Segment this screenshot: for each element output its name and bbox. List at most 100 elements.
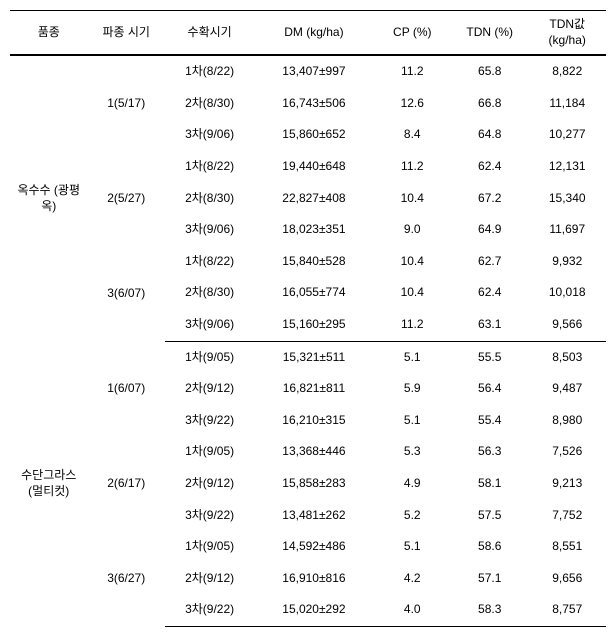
- cp-cell: 10.4: [374, 277, 451, 309]
- cp-cell: 5.1: [374, 341, 451, 373]
- tdn-cell: 65.8: [451, 55, 528, 88]
- table-row: 수단그라스 (멀티컷)1(6/07)1차(9/05)15,321±5115.15…: [10, 341, 606, 373]
- tdnval-cell: 11,184: [528, 88, 606, 120]
- cp-cell: 8.4: [374, 119, 451, 151]
- tdnval-cell: 8,551: [528, 531, 606, 563]
- table-row: 2(6/17)1차(9/05)13,368±4465.356.37,526: [10, 436, 606, 468]
- cp-cell: 11.2: [374, 309, 451, 341]
- cp-cell: 4.2: [374, 563, 451, 595]
- tdn-cell: 56.4: [451, 373, 528, 405]
- tdnval-cell: 7,526: [528, 436, 606, 468]
- header-sowing: 파종 시기: [87, 11, 164, 56]
- header-variety: 품종: [10, 11, 87, 56]
- cp-cell: 4.9: [374, 468, 451, 500]
- tdn-cell: 64.8: [451, 119, 528, 151]
- sowing-cell: 1(5/17): [87, 55, 164, 151]
- harvest-cell: 2차(9/12): [165, 563, 254, 595]
- dm-cell: 15,321±511: [254, 341, 373, 373]
- table-row: 옥수수 (광평옥)1(5/17)1차(8/22)13,407±99711.265…: [10, 55, 606, 88]
- cp-cell: 12.6: [374, 88, 451, 120]
- dm-cell: 18,023±351: [254, 214, 373, 246]
- tdn-cell: 67.2: [451, 183, 528, 215]
- dm-cell: 15,840±528: [254, 246, 373, 278]
- header-row: 품종 파종 시기 수확시기 DM (kg/ha) CP (%) TDN (%) …: [10, 11, 606, 56]
- dm-cell: 16,821±811: [254, 373, 373, 405]
- tdn-cell: 55.4: [451, 405, 528, 437]
- table-row: 3(6/27)1차(9/05)14,592±4865.158.68,551: [10, 531, 606, 563]
- tdnval-cell: 8,980: [528, 405, 606, 437]
- harvest-cell: 1차(8/22): [165, 246, 254, 278]
- sowing-cell: 2(6/17): [87, 436, 164, 531]
- tdn-cell: 55.5: [451, 341, 528, 373]
- dm-cell: 16,210±315: [254, 405, 373, 437]
- cp-cell: 10.4: [374, 246, 451, 278]
- tdn-cell: 58.1: [451, 468, 528, 500]
- tdnval-cell: 10,277: [528, 119, 606, 151]
- table-row: 2(5/27)1차(8/22)19,440±64811.262.412,131: [10, 151, 606, 183]
- harvest-cell: 1차(8/22): [165, 55, 254, 88]
- sowing-cell: 3(6/27): [87, 531, 164, 626]
- cp-cell: 5.2: [374, 500, 451, 532]
- tdn-cell: 64.9: [451, 214, 528, 246]
- harvest-cell: 2차(9/12): [165, 373, 254, 405]
- tdnval-cell: 9,932: [528, 246, 606, 278]
- tdnval-cell: 10,018: [528, 277, 606, 309]
- header-harvest: 수확시기: [165, 11, 254, 56]
- dm-cell: 15,160±295: [254, 309, 373, 341]
- dm-cell: 16,055±774: [254, 277, 373, 309]
- variety-cell: 수단그라스 (멀티컷): [10, 341, 87, 626]
- tdn-cell: 56.3: [451, 436, 528, 468]
- cp-cell: 11.2: [374, 55, 451, 88]
- cp-cell: 5.3: [374, 436, 451, 468]
- harvest-cell: 1차(8/22): [165, 151, 254, 183]
- tdnval-cell: 9,213: [528, 468, 606, 500]
- cp-cell: 11.2: [374, 151, 451, 183]
- harvest-cell: 2차(8/30): [165, 88, 254, 120]
- dm-cell: 19,440±648: [254, 151, 373, 183]
- sowing-cell: 2(5/27): [87, 151, 164, 246]
- harvest-cell: 1차(9/05): [165, 436, 254, 468]
- cp-cell: 5.1: [374, 531, 451, 563]
- header-dm: DM (kg/ha): [254, 11, 373, 56]
- tdn-cell: 58.6: [451, 531, 528, 563]
- tdnval-cell: 7,752: [528, 500, 606, 532]
- tdn-cell: 57.5: [451, 500, 528, 532]
- tdnval-cell: 12,131: [528, 151, 606, 183]
- harvest-cell: 1차(9/05): [165, 341, 254, 373]
- cp-cell: 10.4: [374, 183, 451, 215]
- harvest-cell: 3차(9/06): [165, 214, 254, 246]
- cp-cell: 5.9: [374, 373, 451, 405]
- dm-cell: 16,743±506: [254, 88, 373, 120]
- tdnval-cell: 9,566: [528, 309, 606, 341]
- data-table: 품종 파종 시기 수확시기 DM (kg/ha) CP (%) TDN (%) …: [10, 10, 606, 627]
- dm-cell: 13,481±262: [254, 500, 373, 532]
- tdnval-cell: 9,656: [528, 563, 606, 595]
- harvest-cell: 1차(9/05): [165, 531, 254, 563]
- harvest-cell: 3차(9/06): [165, 309, 254, 341]
- harvest-cell: 2차(9/12): [165, 468, 254, 500]
- dm-cell: 14,592±486: [254, 531, 373, 563]
- dm-cell: 13,407±997: [254, 55, 373, 88]
- header-cp: CP (%): [374, 11, 451, 56]
- table-body: 옥수수 (광평옥)1(5/17)1차(8/22)13,407±99711.265…: [10, 55, 606, 626]
- tdnval-cell: 8,503: [528, 341, 606, 373]
- tdnval-cell: 15,340: [528, 183, 606, 215]
- dm-cell: 22,827±408: [254, 183, 373, 215]
- tdn-cell: 62.4: [451, 151, 528, 183]
- cp-cell: 5.1: [374, 405, 451, 437]
- table-row: 3(6/07)1차(8/22)15,840±52810.462.79,932: [10, 246, 606, 278]
- sowing-cell: 1(6/07): [87, 341, 164, 436]
- cp-cell: 9.0: [374, 214, 451, 246]
- variety-cell: 옥수수 (광평옥): [10, 55, 87, 341]
- dm-cell: 16,910±816: [254, 563, 373, 595]
- sowing-cell: 3(6/07): [87, 246, 164, 341]
- tdnval-cell: 9,487: [528, 373, 606, 405]
- tdn-cell: 57.1: [451, 563, 528, 595]
- tdn-cell: 66.8: [451, 88, 528, 120]
- harvest-cell: 3차(9/22): [165, 500, 254, 532]
- dm-cell: 15,858±283: [254, 468, 373, 500]
- tdnval-cell: 8,822: [528, 55, 606, 88]
- harvest-cell: 2차(8/30): [165, 277, 254, 309]
- harvest-cell: 2차(8/30): [165, 183, 254, 215]
- dm-cell: 13,368±446: [254, 436, 373, 468]
